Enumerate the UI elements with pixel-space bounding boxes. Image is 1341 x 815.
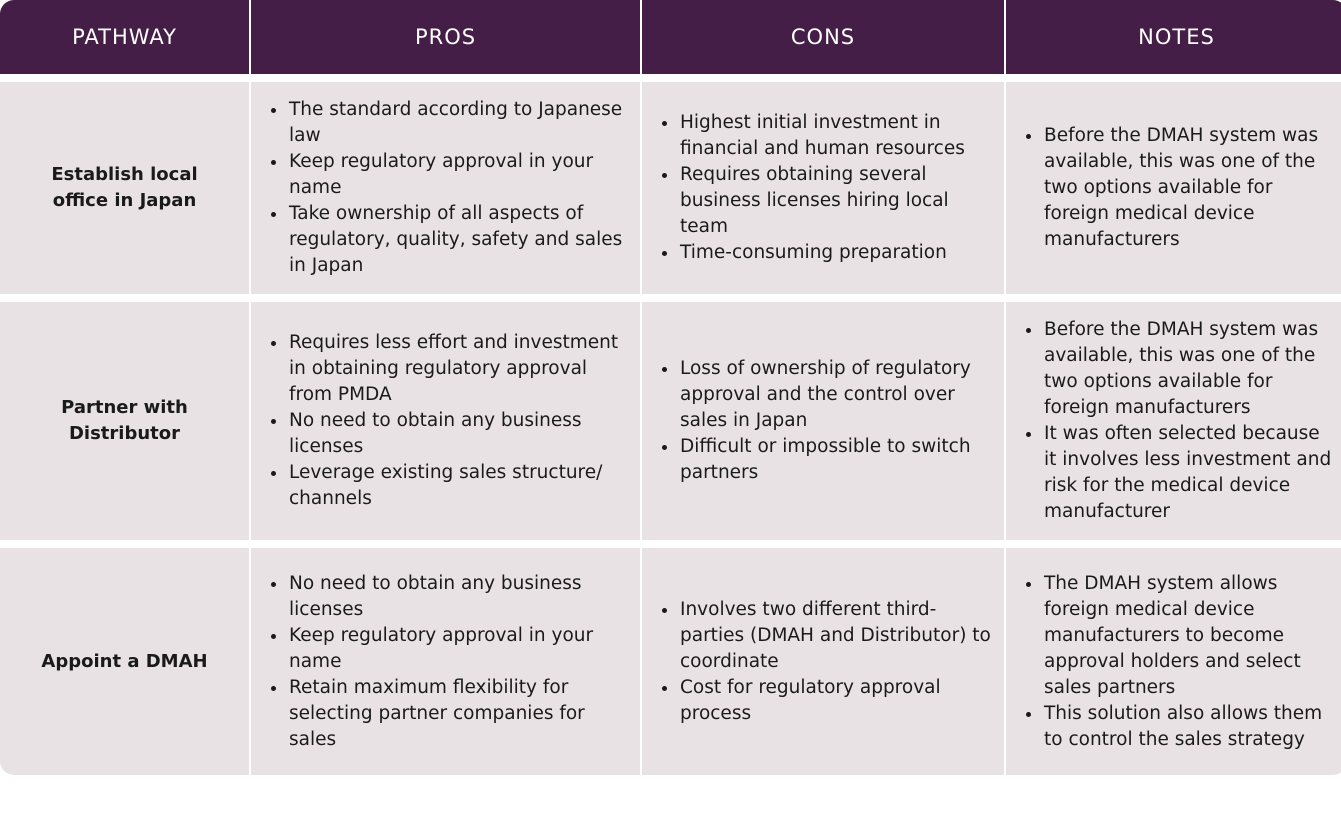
pathway-label: Partner with Distributor — [61, 397, 188, 444]
pathway-cell: Establish local office in Japan — [0, 82, 249, 294]
pros-list: The standard according to Japanese law K… — [269, 97, 632, 279]
pros-list: No need to obtain any business licenses … — [269, 571, 632, 753]
cons-cell: Highest initial investment in financial … — [642, 82, 1004, 294]
pros-item: Take ownership of all aspects of regulat… — [271, 201, 632, 279]
pros-cell: No need to obtain any business licenses … — [251, 548, 640, 775]
notes-list: Before the DMAH system was available, th… — [1024, 123, 1337, 253]
cons-item: Highest initial investment in financial … — [662, 110, 996, 162]
header-cons: CONS — [642, 0, 1004, 74]
pros-item: Keep regulatory approval in your name — [271, 149, 632, 201]
cons-item: Requires obtaining several business lice… — [662, 162, 996, 240]
pros-item: Requires less effort and investment in o… — [271, 330, 632, 408]
notes-cell: The DMAH system allows foreign medical d… — [1006, 548, 1341, 775]
notes-item: Before the DMAH system was available, th… — [1026, 317, 1337, 421]
pros-item: No need to obtain any business licenses — [271, 408, 632, 460]
pathway-label: Appoint a DMAH — [41, 650, 208, 672]
pros-item: Keep regulatory approval in your name — [271, 623, 632, 675]
cons-item: Time-consuming preparation — [662, 240, 996, 266]
pros-item: No need to obtain any business licenses — [271, 571, 632, 623]
cons-list: Highest initial investment in financial … — [660, 110, 996, 266]
cons-item: Cost for regulatory approval process — [662, 675, 996, 727]
header-pathway: PATHWAY — [0, 0, 249, 74]
notes-cell: Before the DMAH system was available, th… — [1006, 82, 1341, 294]
cons-item: Loss of ownership of regulatory approval… — [662, 356, 996, 434]
pathway-cell: Appoint a DMAH — [0, 548, 249, 775]
notes-item: Before the DMAH system was available, th… — [1026, 123, 1337, 253]
pros-item: Retain maximum flexibility for selecting… — [271, 675, 632, 753]
pathway-cell: Partner with Distributor — [0, 302, 249, 540]
cons-list: Loss of ownership of regulatory approval… — [660, 356, 996, 486]
notes-list: The DMAH system allows foreign medical d… — [1024, 571, 1337, 753]
pros-cell: Requires less effort and investment in o… — [251, 302, 640, 540]
notes-list: Before the DMAH system was available, th… — [1024, 317, 1337, 525]
pros-cell: The standard according to Japanese law K… — [251, 82, 640, 294]
pathway-label: Establish local office in Japan — [51, 164, 198, 211]
cons-item: Involves two different third-parties (DM… — [662, 597, 996, 675]
header-pros: PROS — [251, 0, 640, 74]
notes-item: It was often selected because it involve… — [1026, 421, 1337, 525]
pros-item: The standard according to Japanese law — [271, 97, 632, 149]
cons-cell: Loss of ownership of regulatory approval… — [642, 302, 1004, 540]
cons-cell: Involves two different third-parties (DM… — [642, 548, 1004, 775]
pros-item: Leverage existing sales structure/ chann… — [271, 460, 632, 512]
notes-item: This solution also allows them to contro… — [1026, 701, 1337, 753]
pros-list: Requires less effort and investment in o… — [269, 330, 632, 512]
notes-cell: Before the DMAH system was available, th… — [1006, 302, 1341, 540]
header-notes: NOTES — [1006, 0, 1341, 74]
cons-list: Involves two different third-parties (DM… — [660, 597, 996, 727]
comparison-table: PATHWAY PROS CONS NOTES Establish local … — [0, 0, 1341, 775]
cons-item: Difficult or impossible to switch partne… — [662, 434, 996, 486]
notes-item: The DMAH system allows foreign medical d… — [1026, 571, 1337, 701]
